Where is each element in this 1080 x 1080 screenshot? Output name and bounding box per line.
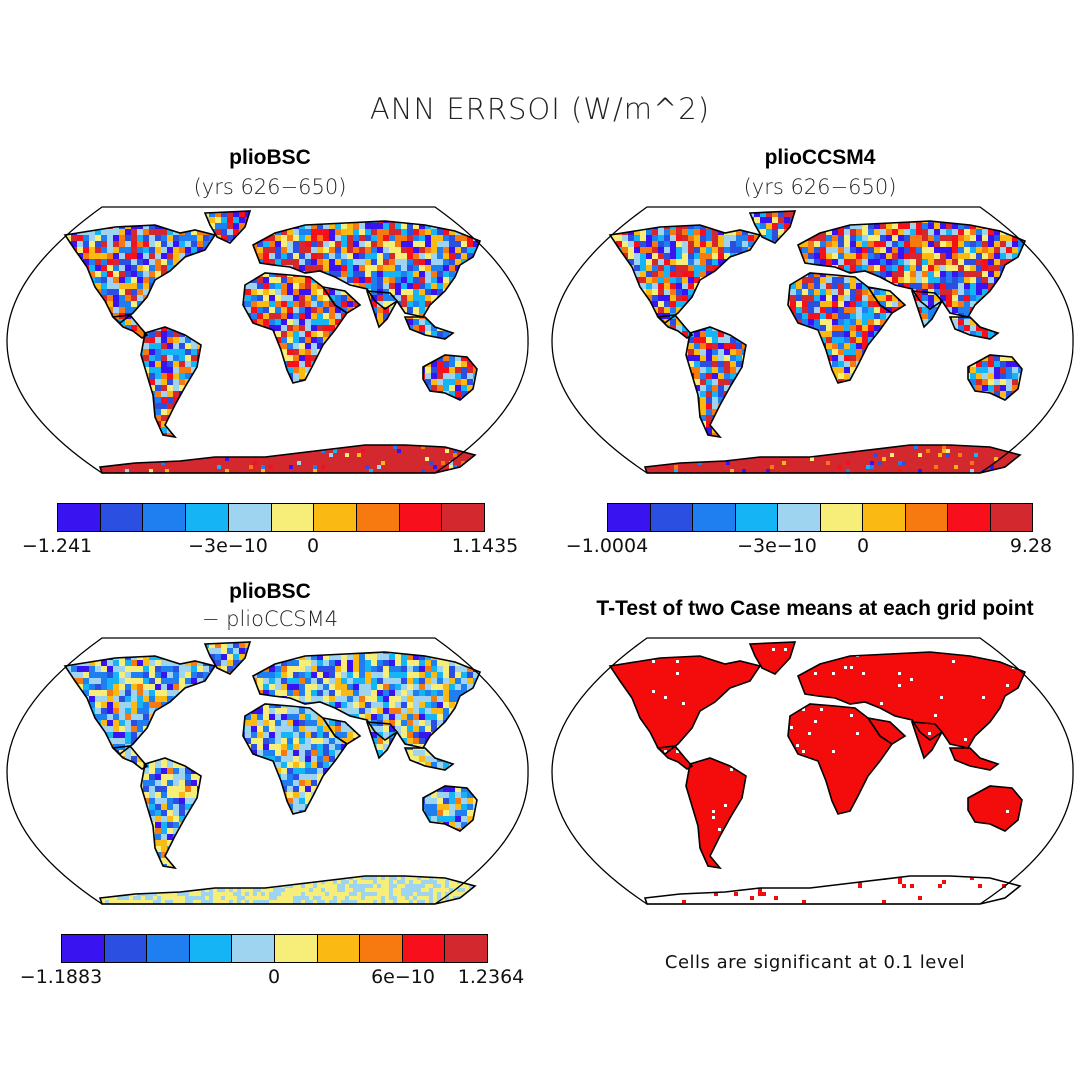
colorbar-swatch	[820, 504, 863, 531]
coastlines	[63, 210, 482, 474]
map-panel-1	[5, 205, 530, 475]
map-panel-3	[5, 636, 530, 906]
colorbar-swatch	[100, 504, 144, 531]
colorbar-swatch	[186, 504, 229, 531]
colorbar-2: −1.0004 −3e−10 0 9.28	[566, 503, 1052, 557]
colorbar-swatch	[189, 935, 233, 962]
map-svg	[6, 206, 529, 474]
colorbar-swatch	[863, 504, 906, 531]
map-frame	[6, 637, 529, 905]
significance-note: Cells are significant at 0.1 level	[664, 952, 966, 973]
colorbar-swatch	[62, 935, 105, 962]
colorbar-2-label-neg-eps: −3e−10	[737, 535, 817, 557]
coastlines	[608, 641, 1027, 905]
colorbar-swatch	[399, 504, 443, 531]
land-field	[610, 211, 1025, 473]
panel-1-title: plioBSC	[229, 146, 311, 169]
colorbar-1: −1.241 −3e−10 0 1.1435	[22, 503, 518, 557]
colorbar-1-label-max: 1.1435	[451, 535, 519, 557]
map-svg	[551, 637, 1074, 905]
colorbar-swatch	[317, 935, 361, 962]
panel-4-title: T-Test of two Case means at each grid po…	[596, 597, 1034, 620]
colorbar-swatch	[356, 504, 400, 531]
colorbar-swatch	[232, 935, 275, 962]
colorbar-swatch	[314, 504, 357, 531]
colorbar-1-label-neg-eps: −3e−10	[188, 535, 268, 557]
colorbar-1-boxes	[57, 503, 485, 532]
colorbar-3-label-max: 1.2364	[457, 966, 525, 988]
land-field	[65, 211, 480, 473]
colorbar-swatch	[608, 504, 651, 531]
panel-2-title: plioCCSM4	[764, 146, 876, 169]
land-field	[610, 642, 1025, 904]
colorbar-3-label-zero: 0	[267, 966, 281, 988]
map-frame	[551, 637, 1074, 905]
coastlines	[63, 641, 482, 905]
colorbar-3-label-min: −1.1883	[19, 966, 103, 988]
colorbar-swatch	[274, 935, 318, 962]
panel-2-subtitle: (yrs 626−650)	[743, 175, 897, 199]
map-frame	[6, 206, 529, 474]
map-svg	[6, 637, 529, 905]
colorbar-swatch	[948, 504, 991, 531]
colorbar-swatch	[143, 504, 187, 531]
colorbar-swatch	[271, 504, 315, 531]
map-panel-4	[550, 636, 1075, 906]
colorbar-swatch	[445, 935, 487, 962]
colorbar-swatch	[442, 504, 485, 531]
map-svg	[551, 206, 1074, 474]
colorbar-swatch	[360, 935, 403, 962]
colorbar-swatch	[778, 504, 821, 531]
colorbar-swatch	[147, 935, 190, 962]
colorbar-swatch	[693, 504, 736, 531]
colorbar-swatch	[735, 504, 778, 531]
colorbar-swatch	[104, 935, 148, 962]
colorbar-1-label-zero: 0	[306, 535, 320, 557]
colorbar-1-label-min: −1.241	[21, 535, 93, 557]
colorbar-3: −1.1883 0 6e−10 1.2364	[20, 934, 524, 988]
figure-title: ANN ERRSOI (W/m^2)	[369, 92, 711, 126]
panel-3-title: plioBSC	[229, 580, 311, 603]
coastlines	[608, 210, 1027, 474]
colorbar-3-boxes	[61, 934, 488, 963]
colorbar-3-label-pos-eps: 6e−10	[371, 966, 435, 988]
colorbar-swatch	[990, 504, 1032, 531]
panel-3-subtitle: − plioCCSM4	[201, 607, 339, 631]
colorbar-2-label-min: −1.0004	[565, 535, 649, 557]
colorbar-2-label-max: 9.28	[1009, 535, 1053, 557]
colorbar-2-boxes	[607, 503, 1033, 532]
colorbar-2-label-zero: 0	[856, 535, 870, 557]
colorbar-swatch	[905, 504, 948, 531]
colorbar-swatch	[402, 935, 446, 962]
colorbar-swatch	[650, 504, 693, 531]
map-panel-2	[550, 205, 1075, 475]
panel-1-subtitle: (yrs 626−650)	[193, 175, 347, 199]
map-frame	[551, 206, 1074, 474]
land-field	[65, 642, 480, 904]
colorbar-swatch	[228, 504, 272, 531]
colorbar-swatch	[58, 504, 101, 531]
